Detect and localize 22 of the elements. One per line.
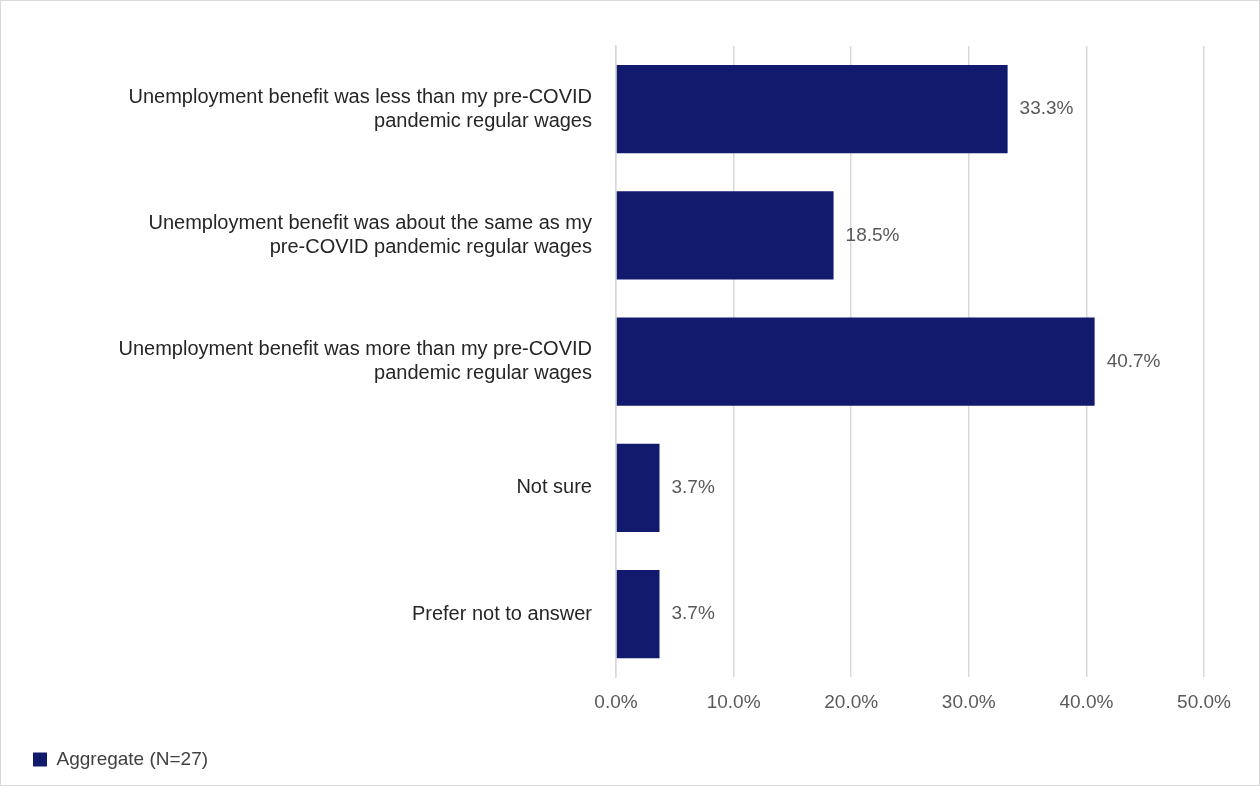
- x-tick-label: 50.0%: [1177, 690, 1232, 712]
- data-label: 33.3%: [1019, 97, 1074, 119]
- y-tick-label: Unemployment benefit was about the same as my pre-COVID pandemic regular wages: [148, 210, 592, 257]
- x-tick-label: 0.0%: [594, 690, 638, 712]
- y-tick-label: Prefer not to answer: [411, 601, 593, 624]
- data-label: 3.7%: [671, 476, 715, 498]
- bar: [616, 317, 1095, 406]
- legend-label: Aggregate (N=27): [56, 747, 209, 769]
- x-tick-label: 30.0%: [941, 690, 996, 712]
- x-tick-label: 10.0%: [706, 690, 761, 712]
- bar: [616, 64, 1008, 154]
- data-label: 3.7%: [671, 602, 715, 624]
- data-label: 40.7%: [1106, 349, 1161, 371]
- y-tick-label: Unemployment benefit was less than my pre-COVID pandemic regular wages: [128, 84, 592, 131]
- x-tick-label: 20.0%: [824, 690, 879, 712]
- x-tick-label: 40.0%: [1059, 690, 1114, 712]
- bar: [616, 443, 660, 533]
- y-tick-label: Not sure: [516, 475, 592, 498]
- data-label: 18.5%: [845, 223, 900, 245]
- bar: [616, 569, 660, 659]
- bar: [616, 191, 834, 280]
- y-tick-label: Unemployment benefit was more than my pre-COVID pandemic regular wages: [118, 337, 592, 384]
